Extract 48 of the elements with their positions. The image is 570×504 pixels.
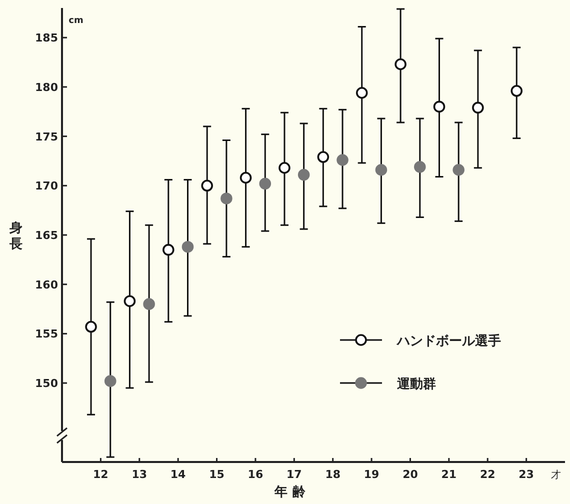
point — [298, 168, 310, 181]
x-tick-label: 20 — [402, 468, 418, 481]
y-tick-label: 175 — [35, 130, 58, 144]
y-tick-label: 170 — [35, 180, 58, 193]
x-tick-label: 16 — [248, 468, 264, 481]
x-tick-label: 13 — [132, 468, 148, 481]
point — [143, 298, 155, 310]
point — [356, 86, 368, 99]
y-tick-label: 185 — [35, 32, 58, 45]
point — [240, 172, 252, 184]
y-tick-label: 155 — [35, 328, 58, 341]
text: 才 — [551, 469, 561, 481]
y-tick-label: 150 — [35, 377, 58, 390]
point — [510, 85, 523, 97]
x-tick-label: 19 — [364, 468, 380, 481]
legend-label: 運動群 — [396, 377, 436, 392]
y-tick-label: 165 — [35, 229, 58, 242]
point — [124, 295, 136, 308]
x-tick-label: 14 — [170, 468, 186, 481]
point — [394, 58, 406, 70]
point — [452, 164, 464, 176]
x-tick-label: 23 — [518, 468, 534, 481]
x-axis-title: 年 齢 — [274, 485, 306, 500]
y-tick-label: 160 — [35, 278, 58, 292]
y-tick-label: 180 — [35, 80, 58, 94]
point — [201, 180, 213, 192]
point — [414, 161, 426, 173]
x-tick-label: 21 — [441, 468, 457, 481]
x-tick-label: 15 — [209, 468, 224, 481]
point — [162, 244, 174, 256]
point — [375, 164, 388, 176]
y-axis-title: 身長 — [8, 221, 22, 252]
x-tick-label: 12 — [93, 468, 108, 481]
point — [472, 102, 484, 114]
annotation: cm — [68, 16, 84, 26]
point — [317, 151, 330, 163]
point — [433, 100, 446, 113]
point — [85, 320, 97, 333]
point — [104, 375, 116, 387]
point — [336, 154, 348, 166]
point — [259, 178, 272, 190]
x-tick-label: 17 — [286, 468, 302, 481]
point — [220, 192, 232, 204]
legend-label: ハンドボール選手 — [396, 333, 501, 349]
point — [278, 162, 290, 174]
point — [182, 240, 194, 253]
x-tick-label: 18 — [325, 468, 340, 481]
x-tick-label: 22 — [480, 468, 496, 481]
